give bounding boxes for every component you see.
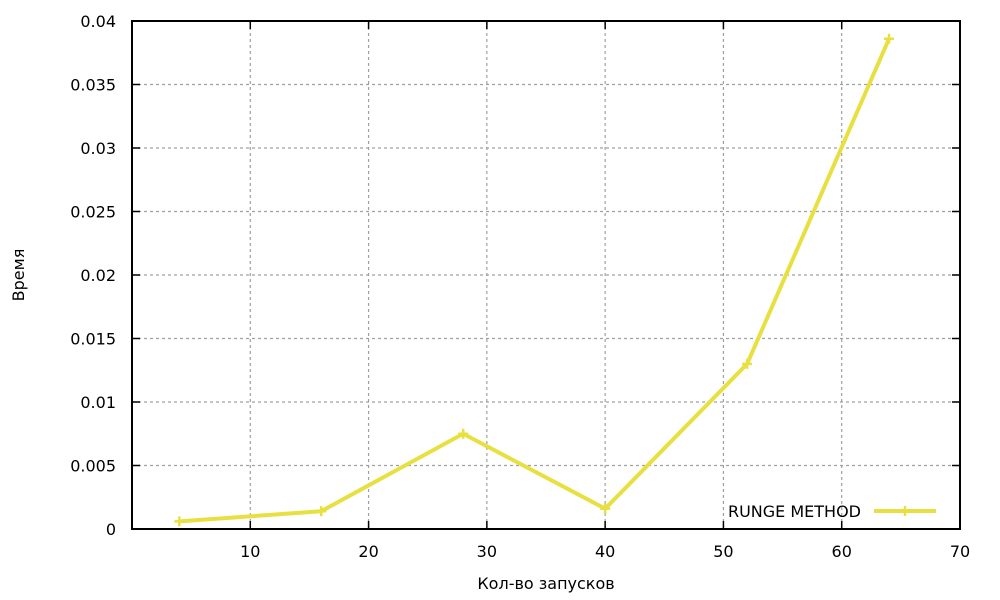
x-tick-label: 60 (832, 542, 852, 561)
y-tick-label: 0.035 (70, 76, 116, 95)
x-tick-label: 70 (950, 542, 970, 561)
x-tick-label: 50 (713, 542, 733, 561)
axis-ticks: 10 20 30 40 50 60 70 0 0.005 0.01 0.015 0.02 0.025 0.… (70, 12, 970, 561)
y-tick-label: 0.02 (80, 266, 116, 285)
y-tick-label: 0.005 (70, 457, 116, 476)
data-point (742, 358, 753, 369)
data-point (174, 516, 185, 527)
series-layer (174, 33, 895, 527)
x-tick-label: 10 (240, 542, 260, 561)
series-line (179, 37, 891, 524)
legend-marker (900, 506, 910, 516)
data-point (600, 503, 611, 514)
x-tick-label: 40 (595, 542, 615, 561)
x-axis-title: Кол-во запусков (477, 574, 614, 593)
y-tick-label: 0 (106, 520, 116, 539)
y-axis-title: Время (9, 249, 28, 302)
data-point (884, 33, 895, 44)
legend-label: RUNGE METHOD (728, 502, 861, 521)
x-tick-label: 20 (358, 542, 378, 561)
grid (132, 21, 960, 529)
data-point (316, 506, 327, 517)
y-tick-label: 0.025 (70, 203, 116, 222)
y-tick-label: 0.01 (80, 393, 116, 412)
y-tick-label: 0.015 (70, 330, 116, 349)
legend: RUNGE METHOD (728, 502, 936, 521)
data-point (458, 428, 469, 439)
x-tick-label: 30 (477, 542, 497, 561)
y-tick-label: 0.03 (80, 139, 116, 158)
y-tick-label: 0.04 (80, 12, 116, 31)
